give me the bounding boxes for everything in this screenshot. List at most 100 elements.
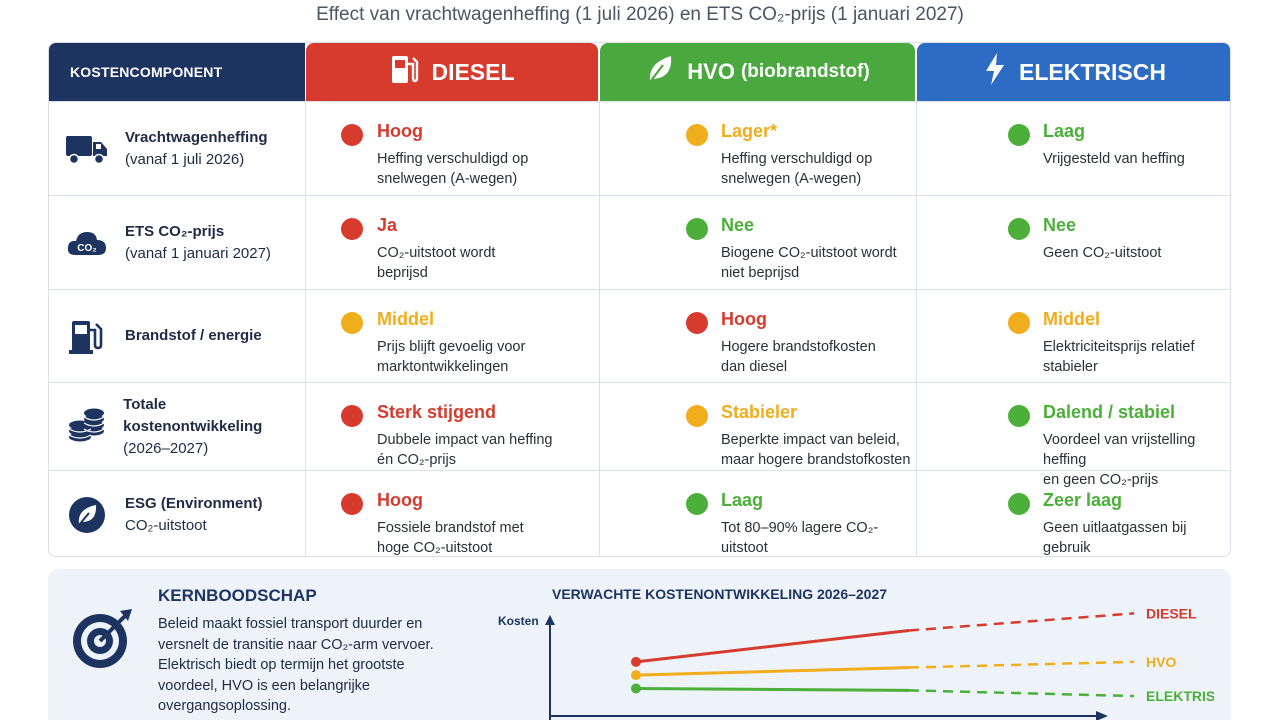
status-description: Beperkte impact van beleid, maar hogere b… [721, 432, 911, 468]
status-description: CO₂-uitstoot wordt beprijsd [377, 245, 496, 281]
column-divider [599, 101, 600, 556]
kernboodschap-line: voordeel, HVO is een belangrijke [158, 677, 370, 694]
component-name: Vrachtwagenheffing [125, 128, 268, 146]
header-diesel-label: DIESEL [431, 58, 515, 85]
table-row: Totale kostenontwikkeling (2026–2027) Ste… [49, 382, 1230, 488]
series-label-elektrisch: ELEKTRISCH [1146, 688, 1214, 704]
status-dot [341, 124, 363, 146]
status-dot [341, 312, 363, 334]
status-dot [1008, 218, 1030, 240]
status-dot [686, 405, 708, 427]
status-description: Elektriciteitsprijs relatief stabieler [1043, 339, 1195, 375]
series-projection-elektrisch [908, 689, 1135, 698]
status-dot [1008, 405, 1030, 427]
kernboodschap-text: Beleid maakt fossiel transport duurder e… [158, 614, 458, 717]
cell-elektrisch: Laag Vrijgesteld van heffing [917, 102, 1230, 195]
header-diesel: DIESEL [306, 43, 598, 101]
header-hvo-label: HVO [687, 59, 735, 84]
status-dot [686, 218, 708, 240]
target-icon [70, 605, 134, 674]
status-level: Stabieler [721, 402, 798, 422]
status-dot [686, 124, 708, 146]
status-level: Hoog [377, 490, 423, 510]
cell-hvo: Stabieler Beperkte impact van beleid, maa… [600, 383, 915, 470]
status-description: Heffing verschuldigd op snelwegen (A-wege… [377, 151, 529, 187]
status-level: Hoog [377, 121, 423, 141]
status-description: Heffing verschuldigd op snelwegen (A-wege… [721, 151, 873, 187]
series-point-hvo [631, 670, 641, 681]
y-axis-label: Kosten [498, 614, 539, 628]
status-level: Middel [1043, 309, 1100, 329]
series-line-diesel [635, 629, 910, 664]
status-description: Dubbele impact van heffing én CO₂-prijs [377, 432, 553, 468]
series-line-hvo [635, 666, 910, 677]
header-elektrisch-label: ELEKTRISCH [1019, 58, 1166, 85]
kernboodschap-line: Elektrisch biedt op termijn het grootste [158, 657, 405, 673]
cell-elektrisch: Middel Elektriciteitsprijs relatief stabi… [917, 290, 1230, 382]
status-level: Dalend / stabiel [1043, 402, 1176, 422]
status-description: Geen CO₂-uitstoot [1043, 245, 1162, 261]
header-component-label: KOSTENCOMPONENT [70, 64, 223, 80]
status-description: Prijs blijft gevoelig voor marktontwikkel… [377, 339, 526, 375]
component-cell: Brandstof / energie [49, 290, 305, 382]
component-subname: (vanaf 1 januari 2027) [125, 244, 271, 262]
status-dot [341, 405, 363, 427]
cell-diesel: Hoog Fossiele brandstof met hoge CO₂-uits… [306, 471, 598, 556]
series-projection-hvo [908, 660, 1135, 669]
kernboodschap-line: Beleid maakt fossiel transport duurder e… [158, 616, 423, 632]
cell-diesel: Sterk stijgend Dubbele impact van heffin… [306, 383, 598, 470]
column-divider [305, 101, 306, 556]
status-dot [686, 493, 708, 515]
series-label-hvo: HVO [1146, 654, 1176, 670]
status-description: Tot 80–90% lagere CO₂-uitstoott.o.v. die… [721, 520, 879, 556]
component-name: Totale kostenontwikkeling [123, 395, 263, 435]
cell-diesel: Ja CO₂-uitstoot wordt beprijsd [306, 196, 598, 289]
header-elektrisch: ELEKTRISCH [917, 43, 1230, 101]
status-dot [686, 312, 708, 334]
series-point-diesel [631, 656, 641, 667]
fuel-pump-icon [49, 316, 125, 356]
svg-text:CO₂: CO₂ [77, 243, 96, 254]
leaf-icon [645, 53, 687, 91]
x-axis-arrow [1096, 711, 1108, 720]
cell-diesel: Middel Prijs blijft gevoelig voor markton… [306, 290, 598, 382]
cell-hvo: Nee Biogene CO₂-uitstoot wordt niet bepri… [600, 196, 915, 289]
series-line-elektrisch [635, 686, 910, 692]
status-description: Geen uitlaatgassen bij gebruikvan groene… [1043, 520, 1187, 556]
component-subname: (2026–2027) [123, 439, 209, 457]
table-row: ESG (Environment) CO₂-uitstoot Hoog Fossi… [49, 470, 1230, 556]
status-level: Middel [377, 309, 434, 329]
status-description: Hogere brandstofkosten dan diesel [721, 339, 876, 375]
header-hvo: HVO (biobrandstof) [600, 43, 915, 101]
series-point-elektrisch [631, 683, 641, 694]
lightning-icon [983, 52, 1019, 92]
status-description: Fossiele brandstof met hoge CO₂-uitstoot [377, 520, 524, 556]
coins-icon [49, 407, 123, 447]
component-name: Brandstof / energie [125, 327, 262, 344]
component-cell: Vrachtwagenheffing (vanaf 1 juli 2026) [49, 102, 305, 195]
status-level: Nee [721, 215, 755, 235]
fuel-pump-icon [389, 52, 431, 92]
cost-trend-chart: Kosten DIESEL HVO ELEKTRISCH [498, 605, 1214, 720]
component-cell: CO₂ ETS CO₂-prijs (vanaf 1 januari 2027) [49, 196, 305, 289]
status-level: Nee [1043, 215, 1077, 235]
status-description: Biogene CO₂-uitstoot wordt niet beprijsd [721, 245, 897, 281]
table-row: Vrachtwagenheffing (vanaf 1 juli 2026) Ho… [49, 101, 1230, 195]
kernboodschap-line: versnelt de transitie naar CO₂-arm vervo… [158, 636, 434, 653]
status-dot [341, 493, 363, 515]
cell-elektrisch: Nee Geen CO₂-uitstoot [917, 196, 1230, 289]
cell-diesel: Hoog Heffing verschuldigd op snelwegen (A… [306, 102, 598, 195]
cell-hvo: Hoog Hogere brandstofkosten dan diesel [600, 290, 915, 382]
comparison-table: KOSTENCOMPONENT DIESEL HVO (biobrandstof)… [48, 42, 1231, 557]
status-dot [341, 218, 363, 240]
cell-elektrisch: Dalend / stabiel Voordeel van vrijstelli… [917, 383, 1230, 488]
status-dot [1008, 312, 1030, 334]
table-row: CO₂ ETS CO₂-prijs (vanaf 1 januari 2027) … [49, 195, 1230, 289]
cell-hvo: Lager* Heffing verschuldigd op snelwegen … [600, 102, 915, 195]
summary-panel: KERNBOODSCHAP Beleid maakt fossiel trans… [48, 569, 1231, 720]
component-name: ETS CO₂-prijs [125, 222, 225, 240]
status-level: Sterk stijgend [377, 402, 497, 422]
component-name: ESG (Environment) [125, 494, 263, 512]
series-label-diesel: DIESEL [1146, 605, 1197, 621]
kernboodschap-line: overgangsoplossing. [158, 698, 292, 714]
